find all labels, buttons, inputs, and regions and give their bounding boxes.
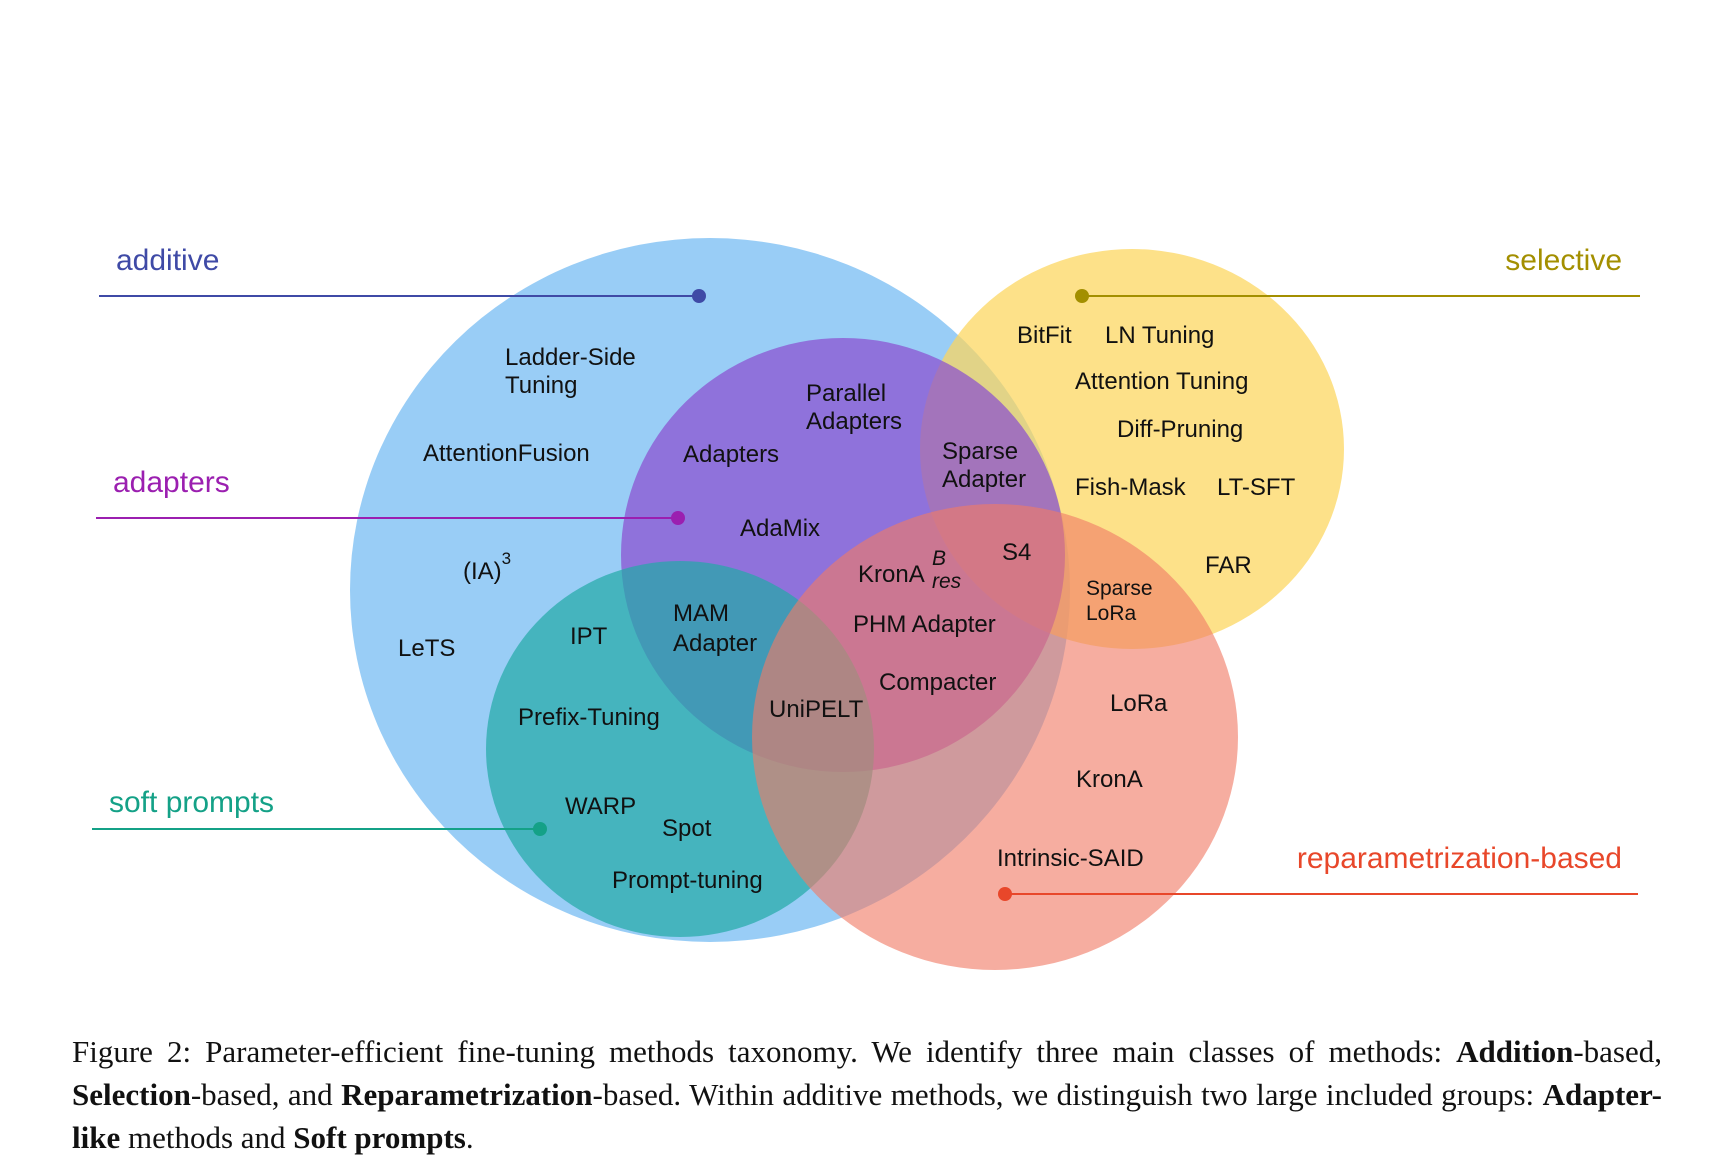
method-lt-sft: LT-SFT	[1217, 474, 1296, 501]
method-prefix-tuning: Prefix-Tuning	[518, 704, 660, 731]
method-parallel-adapters-line2: Adapters	[806, 408, 902, 435]
figure-caption: Figure 2: Parameter-efficient fine-tunin…	[72, 1030, 1662, 1159]
method-parallel-adapters-line1: Parallel	[806, 380, 886, 407]
caption-bold-soft-prompts: Soft prompts	[293, 1120, 466, 1155]
method-parallel-adapters: Parallel Adapters	[806, 380, 902, 435]
method-labels: Ladder-Side Tuning AttentionFusion (IA)3…	[398, 322, 1296, 894]
caption-text-4: -based. Within additive methods, we dist…	[592, 1077, 1543, 1112]
method-adamix: AdaMix	[740, 515, 820, 542]
adapters-leader-dot	[671, 511, 685, 525]
method-sparse-adapter-line2: Adapter	[942, 466, 1026, 493]
method-krona-res-base: KronA	[858, 561, 925, 588]
method-spot: Spot	[662, 815, 712, 842]
method-sparse-lora-line2: LoRa	[1086, 602, 1137, 625]
method-phm-adapter: PHM Adapter	[853, 611, 996, 638]
category-regions	[350, 238, 1344, 970]
caption-text-1: Figure 2: Parameter-efficient fine-tunin…	[72, 1034, 1457, 1069]
method-krona-res: KronA	[858, 561, 925, 588]
method-ladder-side-tuning-line2: Tuning	[505, 372, 578, 399]
method-sparse-adapter-line1: Sparse	[942, 438, 1018, 465]
method-sparse-lora-line1: Sparse	[1086, 577, 1153, 600]
peft-taxonomy-venn-diagram: additive adapters soft prompts selective…	[92, 238, 1640, 970]
reparametrization-region	[752, 504, 1238, 970]
method-sparse-lora: Sparse LoRa	[1086, 577, 1158, 625]
method-ladder-side-tuning-line1: Ladder-Side	[505, 344, 636, 371]
caption-bold-adapter-like: Adapter-like	[72, 1077, 1662, 1155]
method-bitfit: BitFit	[1017, 322, 1072, 349]
soft-prompts-leader-dot	[533, 822, 547, 836]
caption-bold-addition: Addition	[1456, 1034, 1574, 1069]
method-prompt-tuning: Prompt-tuning	[612, 867, 763, 894]
method-lets: LeTS	[398, 635, 455, 662]
caption-bold-reparametrization: Reparametrization	[341, 1077, 593, 1112]
method-sparse-adapter: Sparse Adapter	[942, 438, 1026, 493]
method-ia3: (IA)3	[463, 549, 511, 585]
additive-leader-dot	[692, 289, 706, 303]
caption-bold-selection: Selection	[72, 1077, 191, 1112]
method-warp: WARP	[565, 793, 636, 820]
method-ia3-superscript: 3	[502, 549, 511, 568]
caption-text-5: methods and	[120, 1120, 294, 1155]
method-attention-fusion: AttentionFusion	[423, 440, 590, 467]
adapters-label: adapters	[113, 466, 230, 499]
method-krona-res-subscript: res	[932, 570, 962, 593]
method-far: FAR	[1205, 552, 1252, 579]
method-unipelt: UniPELT	[769, 696, 864, 723]
caption-text-2: -based,	[1573, 1034, 1662, 1069]
method-ln-tuning: LN Tuning	[1105, 322, 1214, 349]
method-attention-tuning: Attention Tuning	[1075, 368, 1248, 395]
method-fish-mask: Fish-Mask	[1075, 474, 1187, 501]
method-ia3-base: (IA)	[463, 558, 502, 585]
method-mam-adapter-line1: MAM	[673, 600, 729, 627]
method-s4: S4	[1002, 539, 1031, 566]
method-diff-pruning: Diff-Pruning	[1117, 416, 1243, 443]
method-ladder-side-tuning: Ladder-Side Tuning	[505, 344, 642, 399]
method-ipt: IPT	[570, 623, 608, 650]
method-krona-res-superscript: B	[932, 547, 946, 570]
method-compacter: Compacter	[879, 669, 996, 696]
reparametrization-leader-dot	[998, 887, 1012, 901]
method-mam-adapter-line2: Adapter	[673, 630, 757, 657]
caption-text-6: .	[465, 1120, 474, 1155]
method-mam-adapter: MAM Adapter	[673, 600, 757, 657]
category-labels: additive adapters soft prompts selective…	[92, 244, 1640, 901]
additive-label: additive	[116, 244, 219, 277]
selective-leader-dot	[1075, 289, 1089, 303]
soft-prompts-label: soft prompts	[109, 786, 274, 819]
selective-label: selective	[1505, 244, 1622, 277]
reparametrization-label: reparametrization-based	[1297, 842, 1622, 875]
method-krona: KronA	[1076, 766, 1143, 793]
method-adapters: Adapters	[683, 441, 779, 468]
method-lora: LoRa	[1110, 690, 1168, 717]
caption-text-3: -based, and	[190, 1077, 342, 1112]
method-intrinsic-said: Intrinsic-SAID	[997, 845, 1144, 872]
